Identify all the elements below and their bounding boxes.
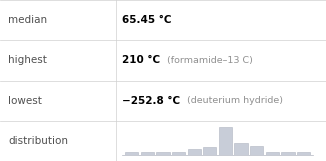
Bar <box>297 152 310 155</box>
Text: (deuterium hydride): (deuterium hydride) <box>184 96 283 105</box>
Bar <box>266 152 279 155</box>
Bar <box>187 149 201 155</box>
Text: (formamide–13 C): (formamide–13 C) <box>164 56 253 65</box>
Bar <box>219 127 232 155</box>
Text: 65.45 °C: 65.45 °C <box>122 15 172 25</box>
Bar <box>250 146 263 155</box>
Text: lowest: lowest <box>8 96 42 106</box>
Bar <box>125 152 138 155</box>
Text: highest: highest <box>8 55 47 65</box>
Bar <box>141 152 154 155</box>
Bar <box>234 143 248 155</box>
Text: 210 °C: 210 °C <box>122 55 160 65</box>
Bar <box>172 152 185 155</box>
Bar <box>203 147 216 155</box>
Text: median: median <box>8 15 47 25</box>
Bar <box>281 152 295 155</box>
Bar <box>156 152 170 155</box>
Text: −252.8 °C: −252.8 °C <box>122 96 180 106</box>
Text: distribution: distribution <box>8 136 68 146</box>
